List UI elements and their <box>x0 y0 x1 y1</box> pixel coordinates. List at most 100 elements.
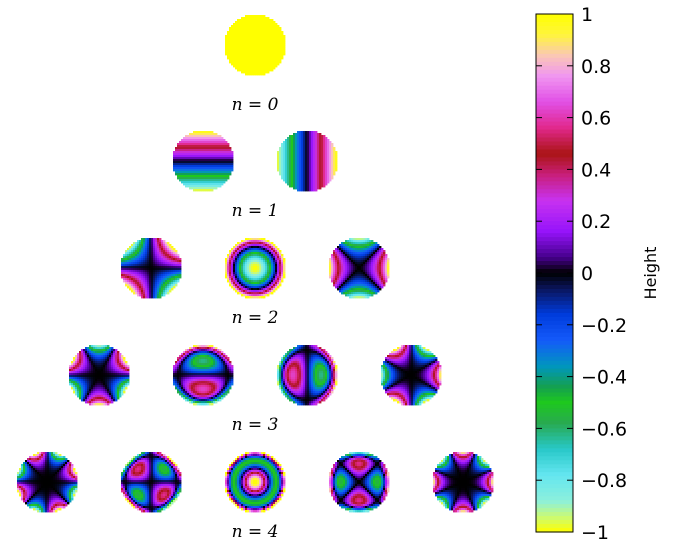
zernike-disk-n4-m4 <box>433 452 494 513</box>
colorbar-band <box>536 476 573 481</box>
colorbar-band <box>536 400 573 406</box>
colorbar-band <box>536 512 573 517</box>
colorbar-band <box>536 284 573 290</box>
zernike-pyramid <box>17 15 494 513</box>
colorbar-band <box>536 65 573 71</box>
colorbar-band <box>536 217 573 222</box>
colorbar-ticks: 1 0.8 0.6 0.4 0.2 0 −0.2 −0.4 −0.6 −0.8 −1 <box>536 4 627 544</box>
colorbar-band <box>536 336 573 342</box>
zernike-disk-n4-m-2 <box>121 452 182 513</box>
colorbar-label: Height <box>641 247 660 300</box>
colorbar-tick-label: −0.8 <box>581 470 627 492</box>
colorbar-band <box>536 300 573 306</box>
colorbar-tick-label: 0 <box>581 263 593 285</box>
colorbar-band <box>536 17 573 23</box>
colorbar-band <box>536 328 573 334</box>
colorbar-band <box>536 85 573 91</box>
colorbar-band <box>536 436 573 441</box>
colorbar-band <box>536 420 573 426</box>
zernike-disk-n3-m1 <box>277 345 338 406</box>
colorbar-band <box>536 101 573 107</box>
row-label-n3: n = 3 <box>232 415 279 435</box>
colorbar-band <box>536 237 573 242</box>
colorbar-band <box>536 113 573 119</box>
colorbar-tick-label: 1 <box>581 4 593 26</box>
colorbar-band <box>536 392 573 398</box>
colorbar-tick-label: −1 <box>581 522 609 544</box>
colorbar-tick-label: 0.8 <box>581 56 611 78</box>
colorbar-band <box>536 53 573 59</box>
colorbar-band <box>536 508 573 513</box>
zernike-disk-n3-m3 <box>381 345 442 406</box>
colorbar-band <box>536 432 573 437</box>
colorbar-band <box>536 89 573 95</box>
colorbar-band <box>536 233 573 238</box>
colorbar-band <box>536 77 573 83</box>
colorbar-band <box>536 324 573 330</box>
colorbar-band <box>536 245 573 250</box>
colorbar-band <box>536 496 573 501</box>
colorbar-band <box>536 368 573 374</box>
colorbar-band <box>536 348 573 354</box>
colorbar-band <box>536 428 573 433</box>
colorbar-band <box>536 364 573 370</box>
zernike-disk-n4-m2 <box>329 452 390 513</box>
colorbar-band <box>536 376 573 382</box>
colorbar-band <box>536 41 573 47</box>
colorbar-band <box>536 440 573 445</box>
colorbar-band <box>536 488 573 493</box>
colorbar-band <box>536 149 573 155</box>
colorbar-band <box>536 380 573 386</box>
colorbar-band <box>536 229 573 234</box>
colorbar-band <box>536 21 573 27</box>
colorbar-band <box>536 141 573 147</box>
colorbar-band <box>536 265 573 270</box>
colorbar-band <box>536 372 573 378</box>
colorbar-band <box>536 384 573 390</box>
zernike-disk-n1-m1 <box>277 131 338 192</box>
colorbar-band <box>536 117 573 123</box>
colorbar-band <box>536 213 573 218</box>
colorbar-band <box>536 14 573 19</box>
zernike-disk-n1-m-1 <box>173 131 234 192</box>
colorbar-band <box>536 520 573 525</box>
colorbar-band <box>536 257 573 262</box>
colorbar-tick-label: 0.2 <box>581 211 611 233</box>
colorbar-band <box>536 273 573 278</box>
zernike-disk-n3-m-3 <box>69 345 130 406</box>
colorbar-band <box>536 81 573 87</box>
colorbar-band <box>536 197 573 202</box>
colorbar-band <box>536 424 573 429</box>
colorbar-band <box>536 209 573 214</box>
colorbar-band <box>536 344 573 350</box>
colorbar-band <box>536 444 573 449</box>
colorbar-band <box>536 292 573 298</box>
colorbar-band <box>536 316 573 322</box>
colorbar-band <box>536 320 573 326</box>
zernike-disk-n2-m0 <box>225 238 286 299</box>
colorbar: 1 0.8 0.6 0.4 0.2 0 −0.2 −0.4 −0.6 −0.8 −1 Height <box>535 4 660 544</box>
colorbar-band <box>536 388 573 394</box>
colorbar-band <box>536 129 573 135</box>
colorbar-band <box>536 304 573 310</box>
colorbar-band <box>536 340 573 346</box>
colorbar-band <box>536 416 573 422</box>
colorbar-band <box>536 133 573 139</box>
colorbar-band <box>536 29 573 35</box>
colorbar-band <box>536 352 573 358</box>
colorbar-band <box>536 49 573 55</box>
zernike-disk-n0-m0 <box>225 15 286 76</box>
colorbar-band <box>536 201 573 206</box>
colorbar-band <box>536 121 573 127</box>
colorbar-band <box>536 472 573 477</box>
colorbar-band <box>536 269 573 274</box>
zernike-disk-n2-m2 <box>329 238 390 299</box>
colorbar-band <box>536 189 573 194</box>
zernike-disk-n3-m-1 <box>173 345 234 406</box>
colorbar-band <box>536 484 573 489</box>
row-label-n0: n = 0 <box>232 95 279 115</box>
colorbar-band <box>536 356 573 362</box>
colorbar-band <box>536 492 573 497</box>
colorbar-tick-label: −0.4 <box>581 367 627 389</box>
